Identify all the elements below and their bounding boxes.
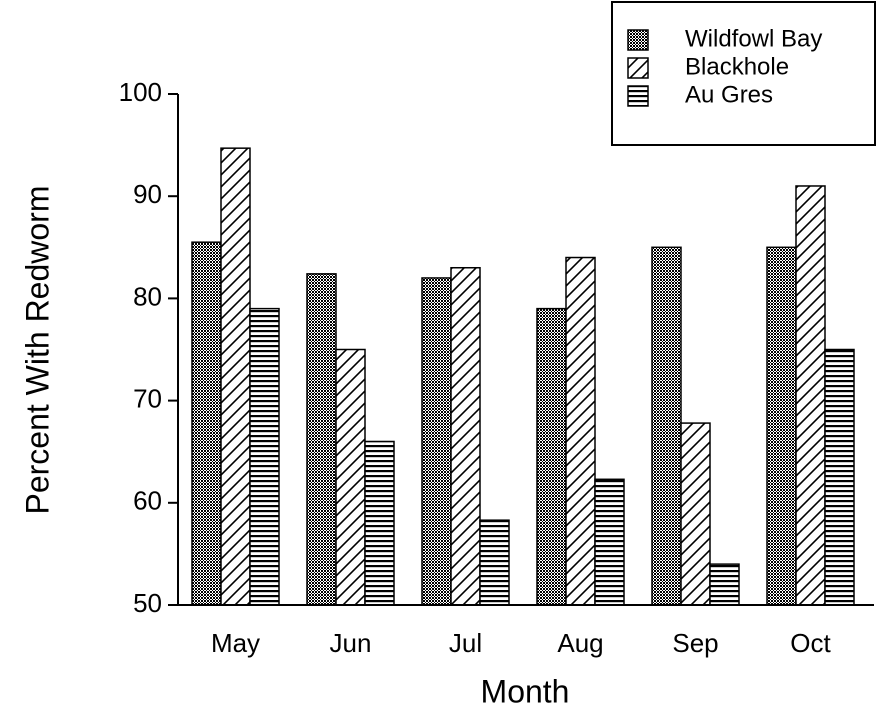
x-tick-label: Oct: [790, 628, 831, 658]
bar: [220, 147, 251, 606]
x-tick-label: Jun: [330, 628, 372, 658]
x-tick-label: Aug: [557, 628, 603, 658]
y-tick-label: 80: [133, 281, 162, 311]
y-tick-label: 100: [119, 77, 162, 107]
x-tick-label: Jul: [449, 628, 482, 658]
bar: [594, 478, 625, 606]
bar: [191, 241, 222, 606]
legend-label: Blackhole: [685, 53, 789, 80]
legend-swatch: [627, 85, 649, 107]
y-tick-label: 60: [133, 486, 162, 516]
bar: [479, 519, 510, 606]
legend-label: Au Gres: [685, 81, 773, 108]
y-tick-label: 90: [133, 179, 162, 209]
bar: [651, 246, 682, 606]
x-tick-label: Sep: [672, 628, 718, 658]
legend-label: Wildfowl Bay: [685, 25, 822, 52]
legend-swatch: [627, 29, 649, 51]
bar: [306, 273, 337, 606]
bar: [450, 266, 481, 606]
bar: [709, 563, 740, 606]
bar: [565, 256, 596, 606]
bar: [364, 440, 395, 606]
x-tick-label: May: [211, 628, 260, 658]
y-tick-label: 70: [133, 383, 162, 413]
legend-box: [611, 1, 876, 146]
bar: [335, 348, 366, 606]
y-axis-title: Percent With Redworm: [19, 186, 55, 515]
bar: [766, 246, 797, 606]
bar: [795, 185, 826, 606]
y-tick-label: 50: [133, 588, 162, 618]
bar: [824, 348, 855, 606]
bar: [249, 307, 280, 606]
bar: [536, 307, 567, 606]
bar: [421, 277, 452, 606]
x-axis-title: Month: [481, 673, 570, 709]
legend-swatch: [627, 57, 649, 79]
bar: [680, 422, 711, 606]
